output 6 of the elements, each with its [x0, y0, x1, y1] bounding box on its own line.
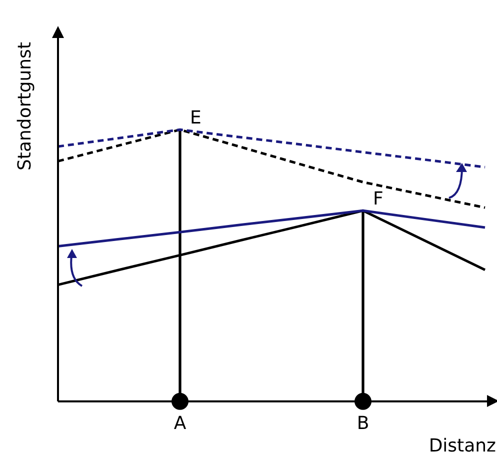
y-axis-title: Standortgunst: [14, 42, 36, 170]
x-axis-title: Distanz: [428, 436, 496, 457]
x-tick-label: A: [174, 412, 187, 434]
annotation: E: [190, 107, 202, 128]
x-tick-label: B: [356, 412, 370, 434]
annotation: F: [373, 188, 384, 210]
